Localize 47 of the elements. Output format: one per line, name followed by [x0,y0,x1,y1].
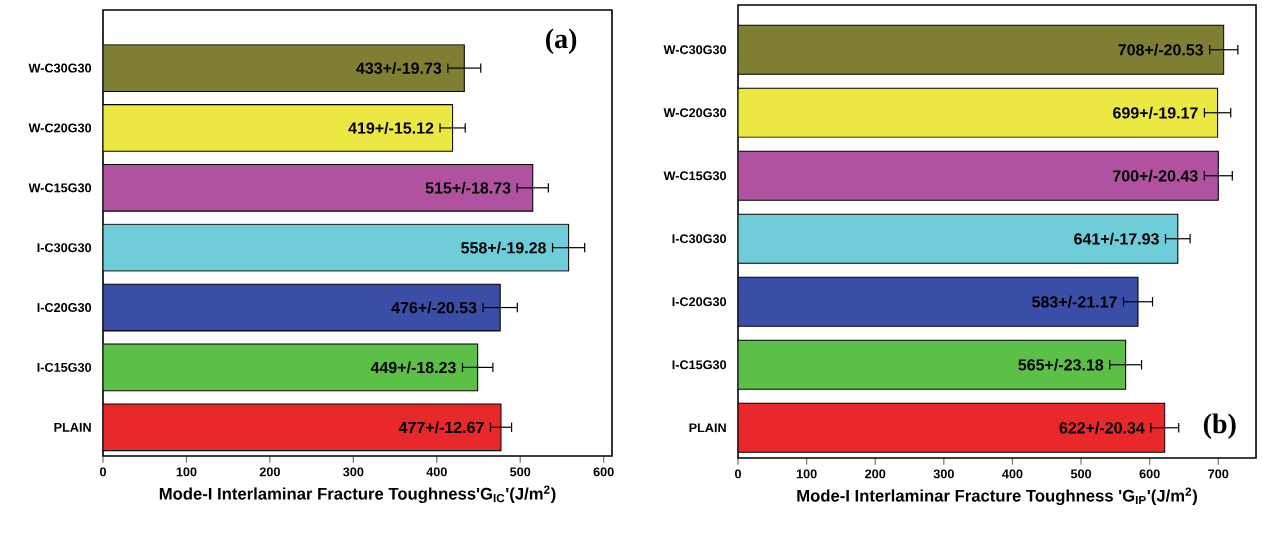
data-label: 433+/-19.73 [356,62,442,75]
x-tick-label: 100 [796,469,817,479]
data-label: 419+/-15.12 [348,121,434,134]
y-tick-label: I-C30G30 [672,234,727,244]
data-label: 700+/-20.43 [1113,169,1198,182]
x-tick-label: 0 [734,469,742,479]
y-tick-label: PLAIN [689,423,726,433]
data-label: 641+/-17.93 [1074,232,1159,245]
x-tick-label: 500 [1070,469,1092,479]
y-tick-label: I-C20G30 [37,303,92,313]
y-tick-label: W-C15G30 [28,183,92,193]
data-label: 476+/-20.53 [391,301,477,314]
y-tick-label: PLAIN [54,422,91,432]
y-tick-label: W-C15G30 [663,171,727,181]
x-tick-label: 300 [343,467,364,477]
x-tick-label: 500 [510,467,531,477]
annotation: (a) [546,28,577,54]
y-tick-label: W-C30G30 [663,45,727,55]
data-label: 565+/-23.18 [1018,358,1104,371]
data-label: 622+/-20.34 [1059,421,1145,434]
data-label: 558+/-19.28 [461,241,546,254]
data-label: 699+/-19.17 [1113,106,1198,119]
y-tick-label: I-C15G30 [37,362,92,372]
x-tick-label: 400 [426,467,447,477]
data-label: 708+/-20.53 [1118,43,1204,56]
data-label: 477+/-12.67 [398,421,484,434]
x-axis-title: Mode-I Interlaminar Fracture Toughness'G$_{IC}$'(J/m$^{2}$) [159,485,556,504]
data-label: 583+/-21.17 [1032,295,1117,308]
y-tick-label: I-C30G30 [37,243,92,253]
x-tick-label: 700 [1208,469,1229,479]
y-tick-label: I-C20G30 [672,297,727,307]
x-tick-label: 300 [933,469,954,479]
x-tick-label: 200 [865,469,886,479]
y-tick-label: W-C30G30 [28,63,92,73]
data-label: 449+/-18.23 [370,361,456,374]
data-label: 515+/-18.73 [425,181,511,194]
x-tick-label: 100 [176,467,197,477]
y-tick-label: I-C15G30 [672,360,727,370]
x-tick-label: 0 [99,467,107,477]
x-axis-title: Mode-I Interlaminar Fracture Toughness 'G$_{IP}$'(J/m$^{2}$) [797,487,1197,506]
annotation: (b) [1203,413,1236,439]
y-tick-label: W-C20G30 [28,123,92,133]
x-tick-label: 600 [1139,469,1160,479]
x-tick-label: 200 [259,467,280,477]
y-tick-label: W-C20G30 [663,108,727,118]
x-tick-label: 400 [1002,469,1023,479]
x-tick-label: 600 [593,467,614,477]
